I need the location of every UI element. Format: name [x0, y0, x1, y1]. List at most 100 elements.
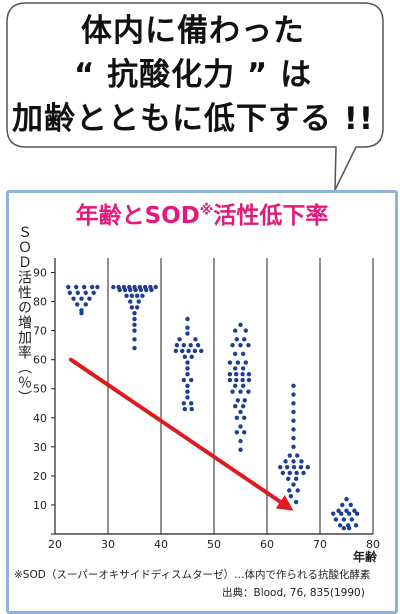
data-point-60s-22 [286, 476, 291, 481]
data-point-60s-9 [295, 453, 300, 458]
data-point-70s-15 [353, 523, 359, 528]
data-point-20s-8 [91, 290, 96, 296]
y-tick-label-90: 90 [33, 267, 47, 280]
data-point-40s-12 [192, 348, 198, 354]
data-point-50s-7 [246, 342, 251, 348]
data-point-50s-20 [234, 377, 239, 383]
data-point-50s-8 [233, 351, 238, 357]
data-point-60s-0 [291, 383, 296, 389]
data-point-20s-10 [79, 296, 84, 301]
x-tick-label-40: 40 [154, 538, 168, 551]
data-point-30s-15 [149, 287, 154, 293]
data-point-40s-14 [182, 354, 188, 359]
headline-line-1: 体内に備わった [81, 13, 305, 49]
data-point-40s-22 [185, 389, 190, 394]
data-point-60s-15 [291, 464, 297, 470]
data-point-60s-6 [291, 435, 296, 441]
trend-arrow-line [68, 357, 283, 504]
data-point-20s-5 [67, 290, 73, 296]
data-point-30s-24 [132, 311, 137, 316]
data-point-40s-13 [199, 348, 204, 354]
chart-title: 年齢とSOD※活性低下率 [9, 196, 395, 230]
data-point-50s-37 [242, 430, 247, 435]
data-point-50s-39 [238, 447, 243, 452]
data-point-50s-2 [243, 328, 248, 333]
chart-title-mark: ※ [199, 202, 214, 219]
data-point-60s-4 [291, 418, 296, 423]
data-point-50s-0 [238, 322, 243, 328]
data-point-60s-3 [291, 409, 296, 415]
data-point-40s-23 [185, 395, 190, 400]
data-point-50s-5 [230, 342, 235, 348]
trend-arrow-head [275, 495, 294, 511]
x-axis-label: 年齢 [353, 549, 378, 564]
data-point-30s-13 [138, 287, 144, 293]
data-point-60s-2 [291, 401, 296, 406]
data-point-30s-25 [132, 316, 137, 322]
data-point-60s-28 [293, 499, 299, 505]
data-point-50s-28 [235, 398, 241, 403]
data-point-40s-27 [189, 406, 194, 412]
data-point-50s-17 [240, 372, 245, 377]
data-point-60s-26 [295, 488, 300, 493]
data-point-70s-9 [354, 511, 360, 516]
data-point-40s-11 [186, 348, 191, 354]
y-tick-label-40: 40 [33, 412, 47, 425]
data-point-30s-28 [132, 337, 137, 342]
chart-title-suffix: 活性低下率 [213, 203, 329, 229]
data-point-50s-12 [243, 360, 248, 365]
data-point-70s-4 [344, 508, 349, 513]
data-point-50s-33 [234, 415, 239, 420]
data-point-30s-19 [140, 293, 145, 298]
data-point-50s-25 [230, 389, 235, 394]
data-point-40s-21 [185, 383, 190, 389]
data-point-50s-16 [234, 372, 239, 377]
data-point-50s-23 [233, 383, 238, 389]
data-point-50s-18 [246, 372, 252, 377]
y-tick-label-50: 50 [33, 383, 47, 396]
data-point-50s-26 [238, 389, 243, 394]
data-point-60s-20 [294, 470, 299, 476]
data-point-50s-34 [242, 415, 247, 420]
data-point-40s-4 [193, 337, 198, 342]
data-point-30s-16 [124, 293, 129, 298]
data-point-60s-18 [280, 470, 286, 476]
data-point-60s-7 [291, 444, 296, 450]
data-point-50s-36 [234, 430, 239, 435]
x-tick-label-30: 30 [101, 538, 115, 551]
data-point-20s-11 [87, 296, 92, 301]
data-point-50s-3 [234, 337, 239, 342]
data-point-60s-19 [287, 470, 292, 476]
data-point-50s-24 [240, 383, 246, 389]
data-point-40s-20 [189, 377, 194, 383]
y-tick-label-80: 80 [33, 296, 47, 309]
data-point-60s-10 [283, 459, 288, 464]
data-point-60s-5 [291, 427, 296, 432]
data-point-50s-27 [246, 389, 251, 394]
data-point-30s-20 [128, 299, 133, 304]
data-point-30s-14 [143, 287, 149, 293]
data-point-60s-8 [287, 453, 292, 458]
chart-panel [6, 190, 398, 614]
data-point-40s-25 [189, 401, 194, 406]
data-point-50s-11 [235, 360, 241, 365]
data-point-40s-0 [185, 316, 190, 322]
data-point-60s-21 [301, 470, 306, 476]
data-point-60s-24 [291, 482, 296, 487]
data-point-50s-29 [242, 398, 247, 403]
data-point-20s-3 [89, 284, 95, 290]
data-point-60s-16 [298, 464, 304, 470]
data-point-30s-27 [132, 328, 137, 333]
y-tick-label-60: 60 [33, 354, 47, 367]
data-point-40s-1 [185, 325, 190, 330]
data-point-60s-17 [305, 464, 311, 470]
data-point-30s-29 [132, 345, 137, 351]
data-point-30s-18 [134, 293, 140, 298]
data-point-20s-2 [81, 284, 87, 290]
x-tick-label-50: 50 [207, 538, 221, 551]
x-tick-label-70: 70 [313, 538, 327, 551]
data-point-50s-15 [227, 372, 233, 377]
data-point-20s-15 [79, 311, 84, 316]
y-axis-label: ＳＯＤ活性の増加率（％） [16, 225, 32, 405]
data-point-50s-4 [242, 337, 247, 342]
